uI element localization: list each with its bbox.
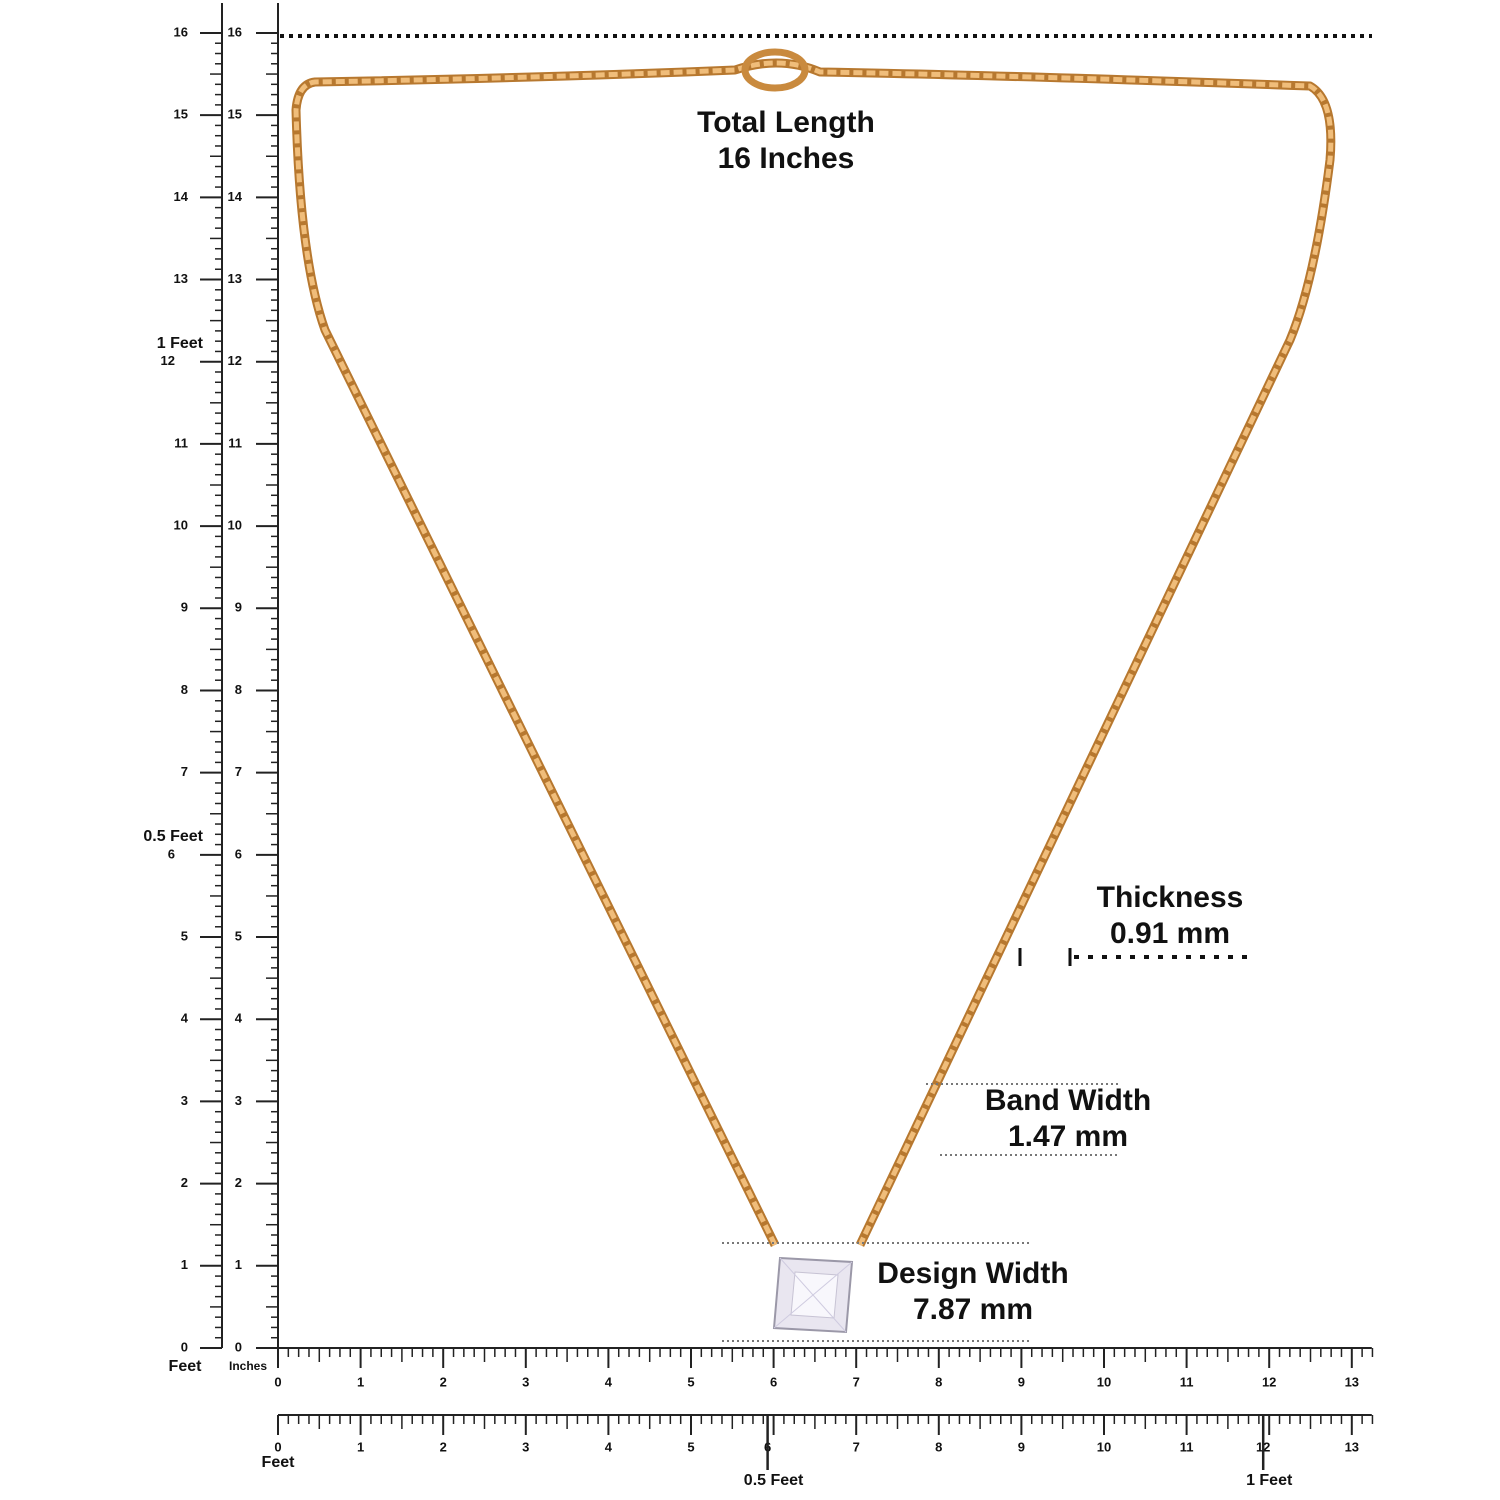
tick-label: 2 bbox=[440, 1374, 447, 1389]
tick-label: 12 bbox=[161, 353, 175, 368]
annotation-title: Total Length bbox=[697, 106, 875, 139]
tick-label: 1 bbox=[357, 1374, 364, 1389]
pendant bbox=[772, 1256, 854, 1334]
tick-label: 7 bbox=[853, 1439, 860, 1454]
guides bbox=[722, 1083, 1118, 1342]
tick-label: 11 bbox=[1180, 1439, 1194, 1454]
tick-label: 8 bbox=[935, 1374, 942, 1389]
tick-label: 0 bbox=[274, 1374, 281, 1389]
tick-label: 7 bbox=[853, 1374, 860, 1389]
tick-label: 0 bbox=[235, 1339, 242, 1354]
tick-label: 9 bbox=[1018, 1374, 1025, 1389]
tick-label: 0 bbox=[274, 1439, 281, 1454]
tick-label: 10 bbox=[1097, 1374, 1111, 1389]
tick-label: 11 bbox=[228, 435, 242, 450]
tick-label: 10 bbox=[1097, 1439, 1111, 1454]
tick-label: 5 bbox=[181, 928, 188, 943]
annotations: Total Length 16 Inches Thickness 0.91 mm… bbox=[697, 106, 1243, 1326]
tick-label: 12 bbox=[228, 353, 242, 368]
tick-label: 8 bbox=[235, 682, 242, 697]
annotation-value: 0.91 mm bbox=[1110, 917, 1230, 950]
tick-label: 9 bbox=[181, 600, 188, 615]
tick-label: 11 bbox=[174, 435, 188, 450]
rulers: 0123456789101112131415160123456789101112… bbox=[143, 2, 1374, 1489]
tick-label: 13 bbox=[174, 271, 188, 286]
feet-label: 1 Feet bbox=[1246, 1472, 1293, 1489]
tick-label: 9 bbox=[235, 600, 242, 615]
tick-label: 2 bbox=[440, 1439, 447, 1454]
tick-label: 5 bbox=[235, 928, 242, 943]
tick-label: 6 bbox=[235, 846, 242, 861]
tick-label: 1 bbox=[235, 1257, 242, 1272]
tick-label: 2 bbox=[181, 1175, 188, 1190]
feet-label: 1 Feet bbox=[157, 335, 204, 352]
clasp bbox=[741, 48, 809, 92]
tick-label: 1 bbox=[181, 1257, 188, 1272]
tick-label: 16 bbox=[174, 24, 188, 39]
annotation-value: 16 Inches bbox=[718, 142, 855, 175]
tick-label: 13 bbox=[228, 271, 242, 286]
tick-label: 5 bbox=[687, 1374, 694, 1389]
annotation-title: Design Width bbox=[877, 1257, 1068, 1290]
tick-label: 8 bbox=[935, 1439, 942, 1454]
chain-links bbox=[293, 60, 1334, 1247]
tick-label: 16 bbox=[228, 24, 242, 39]
tick-label: 4 bbox=[181, 1011, 189, 1026]
feet-label: 0.5 Feet bbox=[143, 828, 203, 845]
tick-label: 5 bbox=[687, 1439, 694, 1454]
tick-label: 3 bbox=[522, 1439, 529, 1454]
tick-label: 6 bbox=[168, 846, 175, 861]
tick-label: 11 bbox=[1180, 1374, 1194, 1389]
tick-label: 15 bbox=[228, 107, 242, 122]
tick-label: 7 bbox=[181, 764, 188, 779]
tick-label: 1 bbox=[357, 1439, 364, 1454]
tick-label: 9 bbox=[1018, 1439, 1025, 1454]
tick-label: 4 bbox=[235, 1011, 243, 1026]
annotation-title: Thickness bbox=[1097, 881, 1244, 914]
stone-facet bbox=[773, 1261, 853, 1329]
annotation-value: 1.47 mm bbox=[1008, 1120, 1128, 1153]
annotation-title: Band Width bbox=[985, 1084, 1151, 1117]
feet-label: 0.5 Feet bbox=[744, 1472, 804, 1489]
tick-label: 3 bbox=[181, 1093, 188, 1108]
tick-label: 13 bbox=[1345, 1374, 1359, 1389]
tick-label: 0 bbox=[181, 1339, 188, 1354]
tick-label: 4 bbox=[605, 1374, 613, 1389]
tick-label: 10 bbox=[228, 518, 242, 533]
tick-label: 6 bbox=[770, 1374, 777, 1389]
tick-label: 2 bbox=[235, 1175, 242, 1190]
necklace bbox=[291, 48, 1336, 1247]
tick-label: 3 bbox=[235, 1093, 242, 1108]
tick-label: 13 bbox=[1345, 1439, 1359, 1454]
tick-label: 14 bbox=[228, 189, 243, 204]
unit-label: Feet bbox=[169, 1358, 203, 1375]
tick-label: 15 bbox=[174, 107, 188, 122]
tick-label: 7 bbox=[235, 764, 242, 779]
tick-label: 14 bbox=[174, 189, 189, 204]
tick-label: 12 bbox=[1262, 1374, 1276, 1389]
tick-label: 3 bbox=[522, 1374, 529, 1389]
tick-label: 8 bbox=[181, 682, 188, 697]
tick-label: 4 bbox=[605, 1439, 613, 1454]
unit-label: Inches bbox=[229, 1359, 267, 1373]
chain-outline bbox=[291, 58, 1336, 1247]
annotation-value: 7.87 mm bbox=[913, 1293, 1033, 1326]
tick-label: 10 bbox=[174, 518, 188, 533]
unit-label: Feet bbox=[262, 1454, 296, 1471]
